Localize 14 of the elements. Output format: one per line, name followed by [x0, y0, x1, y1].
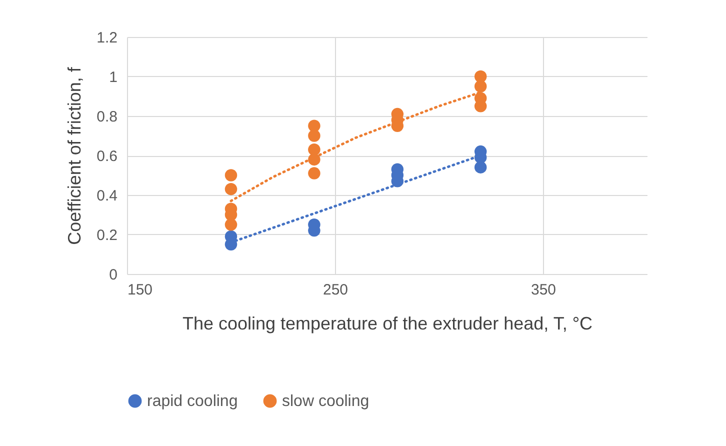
x-tick-label: 150: [128, 282, 153, 298]
y-axis-title: Coefficient of friction, f: [64, 66, 85, 245]
y-tick-label: 0.4: [96, 188, 118, 204]
y-tick-label: 0.6: [96, 148, 118, 165]
y-tick-label: 1: [109, 69, 118, 86]
legend-label: slow cooling: [282, 393, 370, 410]
x-tick-label: 350: [530, 282, 556, 298]
y-tick-label: 0.8: [96, 108, 118, 126]
y-tick-label: 0: [109, 266, 118, 284]
y-tick-label: 0.2: [96, 227, 118, 244]
legend-label: rapid cooling: [147, 393, 238, 410]
y-tick-label: 1.2: [96, 30, 118, 46]
x-tick-label: 250: [322, 282, 348, 298]
x-axis-title: The cooling temperature of the extruder head, T, °C: [182, 314, 593, 334]
